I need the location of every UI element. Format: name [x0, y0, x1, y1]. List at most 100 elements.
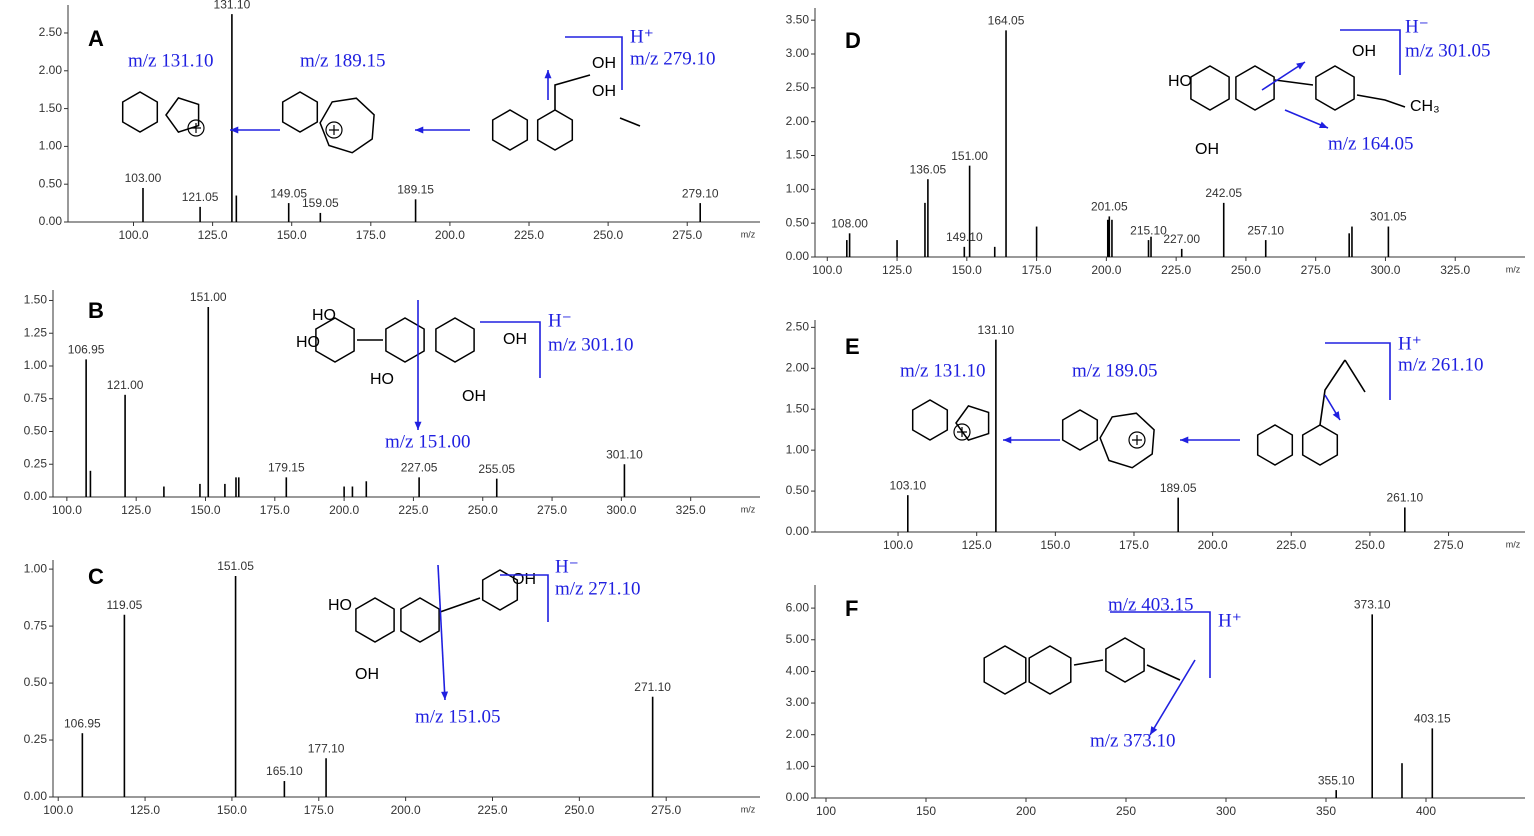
y-tick-label: 0.00	[786, 790, 810, 804]
x-tick-label: 200.0	[329, 503, 359, 517]
peak-label: 201.05	[1091, 200, 1128, 214]
x-tick-label: 100.0	[43, 803, 73, 817]
x-tick-label: 200.0	[435, 228, 465, 242]
x-tick-label: 175.0	[356, 228, 386, 242]
peak-label: 149.05	[270, 186, 307, 200]
y-tick-label: 0.00	[786, 524, 810, 538]
peak-label: 189.05	[1160, 481, 1197, 495]
x-tick-label: 275.0	[651, 803, 681, 817]
x-tick-label: 225.0	[398, 503, 428, 517]
y-tick-label: 0.00	[786, 249, 810, 263]
atom-label: OH	[1352, 43, 1376, 60]
x-tick-label: 225.0	[477, 803, 507, 817]
x-tick-label: 125.0	[121, 503, 151, 517]
y-tick-label: 1.00	[39, 139, 63, 153]
y-tick-label: 0.50	[39, 176, 63, 190]
annotation: m/z 164.05	[1328, 133, 1414, 154]
peak-label: 242.05	[1205, 186, 1242, 200]
x-tick-label: 250.0	[1355, 538, 1385, 552]
peak-label: 227.05	[401, 461, 438, 475]
y-tick-label: 6.00	[786, 600, 810, 614]
peak-label: 149.10	[946, 230, 983, 244]
peak-label: 179.15	[268, 461, 305, 475]
ring	[481, 569, 519, 611]
x-tick-label: 275.0	[672, 228, 702, 242]
y-tick-label: 1.00	[786, 182, 810, 196]
y-tick-label: 3.00	[786, 46, 810, 60]
annotation: m/z 301.10	[548, 334, 634, 355]
ring	[1315, 65, 1355, 111]
y-tick-label: 0.00	[24, 789, 48, 803]
panel-label: F	[845, 596, 858, 621]
arrow-head	[544, 70, 552, 79]
peak-label: 403.15	[1414, 712, 1451, 726]
y-tick-label: 1.50	[786, 148, 810, 162]
ring	[1301, 424, 1339, 466]
annotation: H⁻	[1405, 16, 1429, 37]
x-tick-label: 350	[1316, 804, 1336, 818]
peak-label: 301.05	[1370, 210, 1407, 224]
y-tick-label: 3.00	[786, 695, 810, 709]
x-tick-label: 250.0	[564, 803, 594, 817]
annotation: m/z 373.10	[1090, 730, 1176, 751]
x-tick-label: 175.0	[304, 803, 334, 817]
annotation: m/z 151.00	[385, 431, 471, 452]
atom-label: HO	[1168, 73, 1192, 90]
charge	[1128, 431, 1146, 449]
y-tick-label: 0.75	[24, 391, 48, 405]
arrow-head	[1180, 436, 1189, 444]
y-tick-label: 2.00	[786, 114, 810, 128]
x-tick-label: 300	[1216, 804, 1236, 818]
y-tick-label: 0.50	[786, 483, 810, 497]
annotation: m/z 131.10	[900, 360, 986, 381]
ring	[1028, 645, 1072, 695]
peak-label: 164.05	[988, 14, 1025, 28]
arrow	[437, 564, 446, 701]
bond	[1146, 664, 1181, 681]
arrow-head	[1003, 436, 1012, 444]
panel-label: C	[88, 564, 104, 589]
bracket	[565, 36, 623, 90]
y-tick-label: 1.00	[24, 561, 48, 575]
x-tick-label: 300.0	[606, 503, 636, 517]
y-tick-label: 1.50	[786, 401, 810, 415]
x-axis-label: m/z	[1506, 264, 1521, 274]
atom-label: HO	[296, 334, 320, 351]
arrow-head	[230, 126, 239, 134]
x-tick-label: 250.0	[593, 228, 623, 242]
ring	[435, 317, 475, 363]
ring	[1235, 65, 1275, 111]
x-tick-label: 100	[816, 804, 836, 818]
peak-label: 279.10	[682, 186, 719, 200]
peak-label: 108.00	[831, 216, 868, 230]
y-tick-label: 0.50	[24, 424, 48, 438]
x-tick-label: 150.0	[952, 263, 982, 277]
peak-label: 136.05	[910, 162, 947, 176]
ring	[536, 109, 574, 151]
x-tick-label: 275.0	[1434, 538, 1464, 552]
charge	[329, 125, 339, 135]
y-tick-label: 0.50	[24, 675, 48, 689]
peak-label: 151.05	[217, 559, 254, 573]
y-tick-label: 3.50	[786, 12, 810, 26]
y-tick-label: 0.50	[786, 215, 810, 229]
y-tick-label: 2.50	[786, 320, 810, 334]
arrow-head	[441, 691, 449, 700]
x-tick-label: 100.0	[118, 228, 148, 242]
ring	[315, 317, 355, 363]
y-tick-label: 1.00	[786, 442, 810, 456]
peak-label: 131.10	[978, 323, 1015, 337]
panel-label: D	[845, 28, 861, 53]
peak-label: 227.00	[1163, 232, 1200, 246]
x-tick-label: 200.0	[391, 803, 421, 817]
peak-label: 159.05	[302, 196, 339, 210]
annotation: H⁺	[1218, 610, 1242, 631]
x-tick-label: 225.0	[1276, 538, 1306, 552]
peak-label: 119.05	[106, 598, 142, 612]
x-axis-label: m/z	[1506, 539, 1521, 549]
atom-label: OH	[592, 83, 616, 100]
x-tick-label: 400	[1416, 804, 1436, 818]
x-tick-label: 100.0	[812, 263, 842, 277]
ring	[1099, 412, 1155, 469]
x-tick-label: 225.0	[514, 228, 544, 242]
